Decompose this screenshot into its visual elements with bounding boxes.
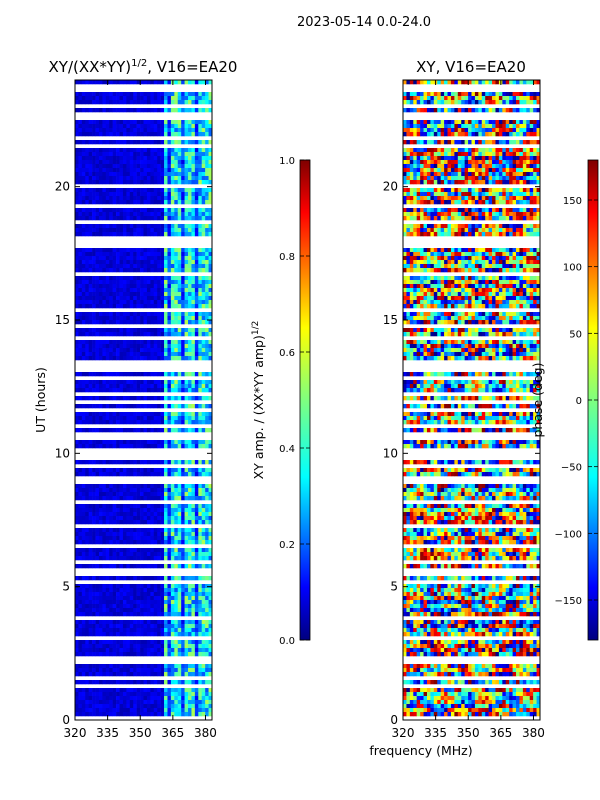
y-tick-label: 20 [383, 180, 398, 194]
colorbar-tick-label: 1.0 [279, 156, 295, 167]
colorbar-tick-label: 0.6 [279, 348, 295, 359]
colorbar-tick-label: −50 [561, 463, 582, 474]
y-tick-label: 5 [62, 580, 70, 594]
x-tick-label: 350 [457, 726, 480, 740]
y-tick-label: 5 [390, 580, 398, 594]
colorbar-tick-label: 0.4 [279, 444, 295, 455]
x-tick-label: 350 [129, 726, 152, 740]
y-tick-label: 0 [62, 713, 70, 727]
y-tick-label: 10 [55, 446, 70, 460]
left-panel-title: XY/(XX*YY)1/2, V16=EA20 [49, 58, 238, 76]
colorbar-tick-label: 50 [569, 329, 582, 340]
amplitude-colorbar [299, 159, 311, 641]
axis-ticks: 320 335 350 365 380 0 5 10 15 20 320 335 350 365 380 0 5… [55, 80, 545, 740]
x-tick-label: 335 [424, 726, 447, 740]
y-tick-label: 10 [383, 446, 398, 460]
right-heatmap-phase [403, 80, 540, 717]
amplitude-colorbar-label: XY amp. / (XX*YY amp)1/2 [251, 321, 266, 480]
left-heatmap-amplitude [75, 80, 212, 717]
x-tick-label: 380 [194, 726, 217, 740]
colorbar-tick-label: −150 [555, 596, 582, 607]
colorbar-tick-label: 150 [563, 196, 582, 207]
left-axes-frame [74, 79, 213, 721]
colorbar-tick-label: 100 [563, 263, 582, 274]
x-axis-label: frequency (MHz) [369, 743, 472, 758]
y-axis-label: UT (hours) [33, 367, 48, 433]
x-tick-label: 320 [392, 726, 415, 740]
y-tick-label: 20 [55, 180, 70, 194]
colorbar-tick-label: 0 [576, 396, 582, 407]
colorbar-tick-label: 0.0 [279, 636, 295, 647]
colorbar-tick-label: 0.2 [279, 540, 295, 551]
colorbar-tick-label: 0.8 [279, 252, 295, 263]
y-tick-label: 15 [383, 313, 398, 327]
y-tick-label: 0 [390, 713, 398, 727]
right-axes-frame [402, 79, 541, 721]
colorbar-tick-label: −100 [555, 529, 582, 540]
x-tick-label: 320 [64, 726, 87, 740]
phase-colorbar-label: phase (deg) [530, 362, 545, 437]
colorbar-ticks: 0.0 0.2 0.4 0.6 0.8 1.0 −150 −100 −50 0 50 100 150 [279, 156, 598, 647]
x-tick-label: 365 [161, 726, 184, 740]
figure-suptitle: 2023-05-14 0.0-24.0 [297, 15, 431, 30]
x-tick-label: 365 [489, 726, 512, 740]
y-tick-label: 15 [55, 313, 70, 327]
x-tick-label: 335 [96, 726, 119, 740]
right-panel-title: XY, V16=EA20 [416, 58, 526, 76]
x-tick-label: 380 [522, 726, 545, 740]
